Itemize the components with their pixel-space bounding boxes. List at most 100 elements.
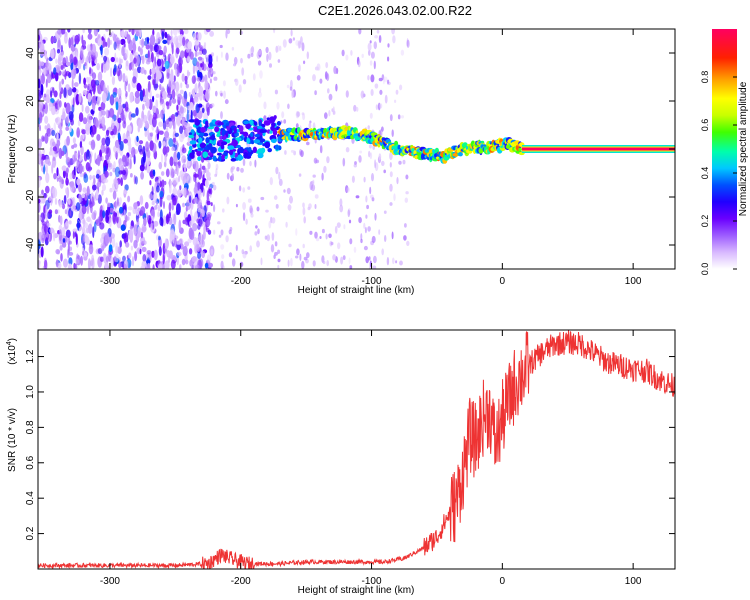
spectrogram-cell <box>105 154 109 161</box>
spectrogram-cell <box>164 154 167 163</box>
spectrogram-cell <box>233 56 238 65</box>
snr-x-label: Height of straight line (km) <box>298 585 415 596</box>
spectrogram-cell <box>155 201 158 207</box>
spectrogram-cell <box>49 146 53 153</box>
spectrogram-cell <box>207 162 211 170</box>
spectrogram-cell <box>172 196 177 206</box>
snr-y-multiplier: (x104) <box>6 338 18 365</box>
spectrogram-cell <box>157 36 163 42</box>
spectrogram-cell <box>97 71 103 82</box>
spectrogram-cell <box>115 242 119 252</box>
spectrogram-cell <box>277 45 280 52</box>
spectrogram-cell <box>406 38 409 47</box>
spectrogram-cell <box>317 216 322 221</box>
spectrogram-cell <box>228 252 233 258</box>
spectrogram-cell <box>279 45 282 51</box>
spectrogram-cell <box>241 67 245 76</box>
spectrogram-cell <box>217 221 221 225</box>
spectrogram-cell <box>144 120 149 129</box>
spectrogram-cell <box>66 167 69 174</box>
spectrogram-cell <box>171 42 174 50</box>
spectrogram-cell <box>312 260 316 267</box>
spectrogram-cell <box>38 89 42 101</box>
spectrogram-cell <box>373 255 377 264</box>
spectrogram-cell <box>129 92 134 103</box>
spectrogram-cell <box>172 137 176 143</box>
spectrogram-cell <box>356 107 359 112</box>
spectrogram-cell <box>106 109 109 119</box>
svg-text:(x104): (x104) <box>6 338 18 365</box>
spectrogram-cell <box>38 138 42 149</box>
spectrogram-cell <box>93 29 98 37</box>
spectrogram-cell <box>332 254 336 261</box>
spectrogram-cell <box>122 120 127 129</box>
spectrogram-cell <box>158 121 164 127</box>
spectrogram-cell <box>137 66 142 74</box>
spectrogram-cell <box>79 141 83 148</box>
spectrogram-cell <box>104 170 109 178</box>
spectrogram-cell <box>243 152 248 159</box>
spectrogram-cell <box>191 256 197 262</box>
spectrogram-cell <box>168 138 174 147</box>
spectrogram-y-label: Frequency (Hz) <box>7 115 18 184</box>
spectrogram-cell <box>288 38 293 44</box>
spectrogram-cell <box>179 264 182 269</box>
spectrogram-cell <box>145 95 149 103</box>
spectrogram-cell <box>213 71 216 75</box>
spectrogram-cell <box>191 90 194 96</box>
spectrogram-cell <box>50 71 53 80</box>
spectrogram-cell <box>70 118 74 126</box>
spectrogram-cell <box>188 195 192 204</box>
spectrogram-cell <box>149 89 152 99</box>
spectrogram-cell <box>78 193 82 203</box>
spectrogram-cell <box>363 245 368 251</box>
spectrogram-cell <box>187 238 192 244</box>
spectrogram-cell <box>368 144 372 149</box>
spectrogram-cell <box>54 72 59 82</box>
spectrogram-cell <box>259 129 267 134</box>
spectrogram-cell <box>357 60 361 68</box>
spectrogram-cell <box>52 156 56 161</box>
spectrogram-cell <box>347 209 351 218</box>
spectrogram-cell <box>263 101 267 110</box>
spectrogram-cell <box>149 180 152 186</box>
spectrogram-cell <box>70 68 76 80</box>
spectrogram-cell <box>369 40 372 44</box>
spectrogram-cell <box>153 220 159 227</box>
spectrogram-cell <box>136 218 140 228</box>
spectrogram-cell <box>62 107 66 120</box>
spectrogram-cell <box>271 122 276 128</box>
spectrogram-cell <box>275 45 279 53</box>
spectrogram-cell <box>147 75 152 80</box>
spectrogram-cell <box>52 187 58 199</box>
spectrogram-cell <box>184 241 190 247</box>
spectrogram-cell <box>179 89 184 95</box>
spectrogram-cell <box>83 252 88 257</box>
spectrogram-cell <box>215 168 218 177</box>
spectrogram-cell <box>235 203 238 208</box>
spectrogram-cell <box>92 84 96 95</box>
spectrogram-cell <box>203 112 209 121</box>
spectrogram-cell <box>283 119 287 124</box>
spectrogram-cell <box>189 220 193 227</box>
spectrogram-cell <box>67 248 70 259</box>
spectrogram-cell <box>78 163 83 174</box>
spectrogram-cell <box>38 29 41 36</box>
spectrogram-cell <box>83 83 88 89</box>
spectrogram-cell <box>149 132 154 137</box>
spectrogram-cell <box>245 123 251 130</box>
spectrogram-cell <box>389 162 392 168</box>
spectrogram-cell <box>242 187 246 193</box>
spectrogram-cell <box>174 112 179 117</box>
spectrogram-cell <box>49 227 55 234</box>
spectrogram-cell <box>203 94 206 101</box>
spectrogram-cell <box>273 29 276 34</box>
spectrogram-cell <box>121 46 125 57</box>
spectrogram-cell <box>53 173 57 180</box>
spectrogram-cell <box>131 256 135 267</box>
spectrogram-cell <box>353 104 357 112</box>
spectrogram-cell <box>391 231 394 240</box>
spectrogram-cell <box>161 171 165 176</box>
spectrogram-cell <box>89 66 92 75</box>
spectrogram-cell <box>71 78 74 89</box>
